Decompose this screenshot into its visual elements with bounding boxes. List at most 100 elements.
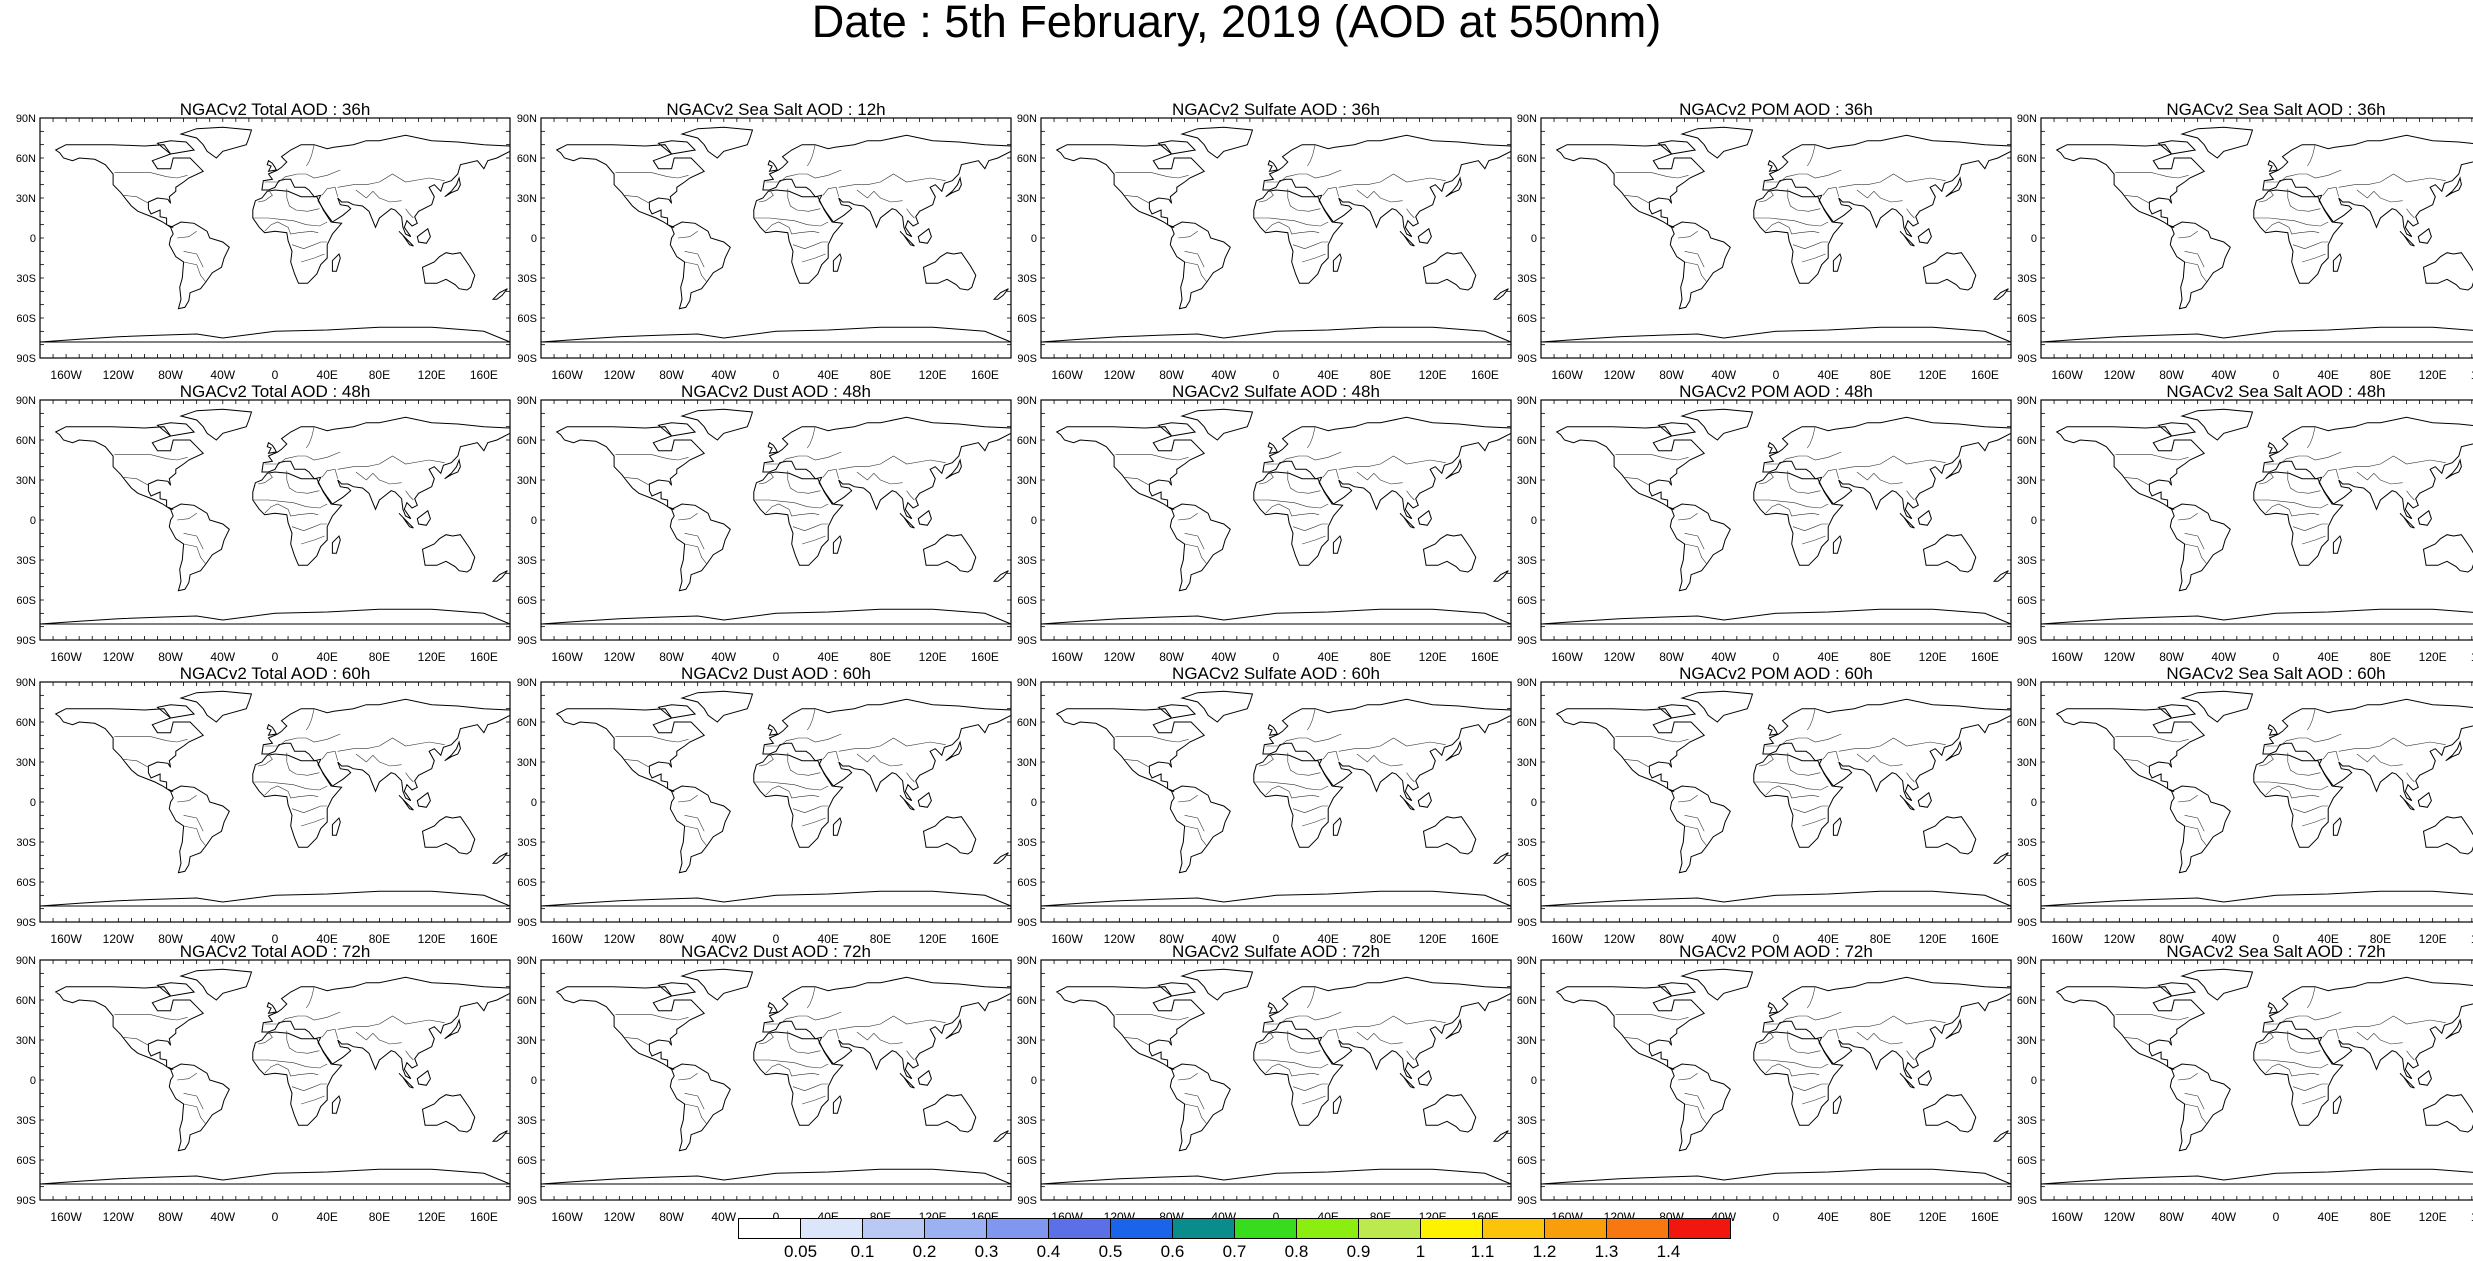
country-border <box>301 535 325 545</box>
lon-label: 80E <box>2370 650 2391 664</box>
lat-label: 60N <box>16 717 36 729</box>
lat-label: 60S <box>16 877 36 889</box>
country-border <box>337 737 445 752</box>
lat-label: 90N <box>16 395 36 407</box>
world-map: 90N 60N 30N 0 30S 60S 90S 160W 120W 80W 40W 0 40E 80E… <box>2017 395 2473 664</box>
new-zealand-outline <box>992 288 1009 300</box>
eurasia-outline <box>1262 976 1512 1080</box>
country-border <box>1322 186 1339 197</box>
country-border <box>1765 451 1842 465</box>
world-map: 90N 60N 30N 0 30S 60S 90S 160W 120W 80W 40W 0 40E 80E… <box>1017 395 1512 664</box>
country-border <box>405 772 414 783</box>
lat-label: 0 <box>2031 1075 2037 1087</box>
lat-label: 90N <box>1017 395 1037 407</box>
uk-outline <box>266 723 278 736</box>
country-border <box>2307 426 2316 449</box>
country-border <box>2123 477 2150 486</box>
country-border <box>2307 986 2316 1009</box>
lon-label: 120W <box>2104 650 2136 664</box>
africa-outline <box>1753 471 1844 566</box>
country-border <box>2253 1059 2329 1069</box>
country-border <box>1684 533 1705 550</box>
lat-label: 90N <box>1517 677 1537 689</box>
country-border <box>1258 1031 1274 1045</box>
country-border <box>183 251 204 268</box>
antarctica-outline <box>39 1168 511 1185</box>
indonesia-borneo-outline <box>917 791 932 808</box>
japan-outline <box>1445 458 1462 480</box>
colorbar-swatch <box>800 1218 863 1239</box>
country-border <box>1184 1103 1208 1125</box>
country-border <box>1822 1028 1839 1039</box>
country-border <box>122 1037 149 1046</box>
map-panel-ngacv2-total-aod-72h: NGACv2 Total AOD : 72h 90N 60N 30N 0 30S 60S 90… <box>16 942 511 1224</box>
map-panel-ngacv2-dust-aod-48h: NGACv2 Dust AOD : 48h 90N 60N 30N 0 30S 60S 90S… <box>517 382 1012 664</box>
north-america-outline <box>54 144 205 228</box>
country-border <box>2322 1028 2339 1039</box>
lat-label: 60N <box>1017 995 1037 1007</box>
australia-outline <box>1922 252 1977 291</box>
map-frame <box>1540 117 2012 359</box>
south-america-outline <box>1669 221 1731 310</box>
country-border <box>2184 1103 2208 1125</box>
lat-label: 60N <box>517 435 537 447</box>
world-map: 90N 60N 30N 0 30S 60S 90S 160W 120W 80W 40W 0 40E 80E… <box>16 395 511 664</box>
north-america-outline <box>1055 426 1206 510</box>
africa-outline <box>753 189 844 284</box>
colorbar-label: 0.2 <box>913 1242 937 1258</box>
greenland-outline <box>1680 126 1754 159</box>
country-border <box>822 1028 839 1039</box>
map-panel-ngacv2-pom-aod-60h: NGACv2 POM AOD : 60h 90N 60N 30N 0 30S 60S 90S 1… <box>1517 664 2012 946</box>
uk-outline <box>1767 159 1779 172</box>
lon-label: 120W <box>103 650 135 664</box>
lat-label: 90S <box>1517 635 1537 647</box>
country-border <box>2302 535 2326 545</box>
map-frame <box>39 399 511 641</box>
country-border <box>1406 208 1415 219</box>
country-border <box>615 454 689 461</box>
country-border <box>2356 189 2403 203</box>
map-panel-ngacv2-sea-salt-aod-48h: NGACv2 Sea Salt AOD : 48h 90N 60N 30N 0 30S 60… <box>2017 382 2473 664</box>
greenland-outline <box>1180 968 1254 1001</box>
lon-label: 80W <box>2159 1210 2184 1224</box>
lon-label: 0 <box>1273 650 1280 664</box>
lat-label: 0 <box>2031 515 2037 527</box>
country-border <box>1302 817 1326 827</box>
country-border <box>2123 759 2150 768</box>
country-border <box>286 470 320 494</box>
country-border <box>264 733 341 747</box>
south-america-outline <box>168 1063 230 1152</box>
country-border <box>1338 455 1446 470</box>
eurasia-outline <box>261 698 511 802</box>
indonesia-borneo-outline <box>1917 1069 1932 1086</box>
lon-label: 80E <box>870 932 891 946</box>
country-border <box>838 455 946 470</box>
eurasia-outline <box>762 416 1012 520</box>
japan-outline <box>2445 740 2462 762</box>
baffin-island-outline <box>156 140 196 155</box>
lon-label: 120W <box>1104 650 1136 664</box>
lat-label: 0 <box>1031 515 1037 527</box>
madagascar-outline <box>1332 1095 1342 1114</box>
country-border <box>1253 781 1329 791</box>
japan-outline <box>1445 176 1462 198</box>
greenland-outline <box>179 968 253 1001</box>
madagascar-outline <box>2332 253 2342 272</box>
lon-label: 40E <box>818 650 839 664</box>
indonesia-borneo-outline <box>416 1069 431 1086</box>
north-america-outline <box>54 708 205 792</box>
antarctica-outline <box>2040 608 2473 625</box>
greenland-outline <box>1180 408 1254 441</box>
antarctica-outline <box>1540 326 2012 343</box>
country-border <box>1115 172 1189 179</box>
panel-title: NGACv2 Sulfate AOD : 48h <box>1172 382 1380 401</box>
lon-label: 80W <box>2159 932 2184 946</box>
lon-label: 160E <box>470 932 498 946</box>
new-zealand-outline <box>1992 288 2009 300</box>
country-border <box>856 189 903 203</box>
greenland-outline <box>2180 408 2254 441</box>
lat-label: 90N <box>1517 955 1537 967</box>
antarctica-outline <box>1540 890 2012 907</box>
lat-label: 30N <box>1517 757 1537 769</box>
country-border <box>1753 1059 1829 1069</box>
